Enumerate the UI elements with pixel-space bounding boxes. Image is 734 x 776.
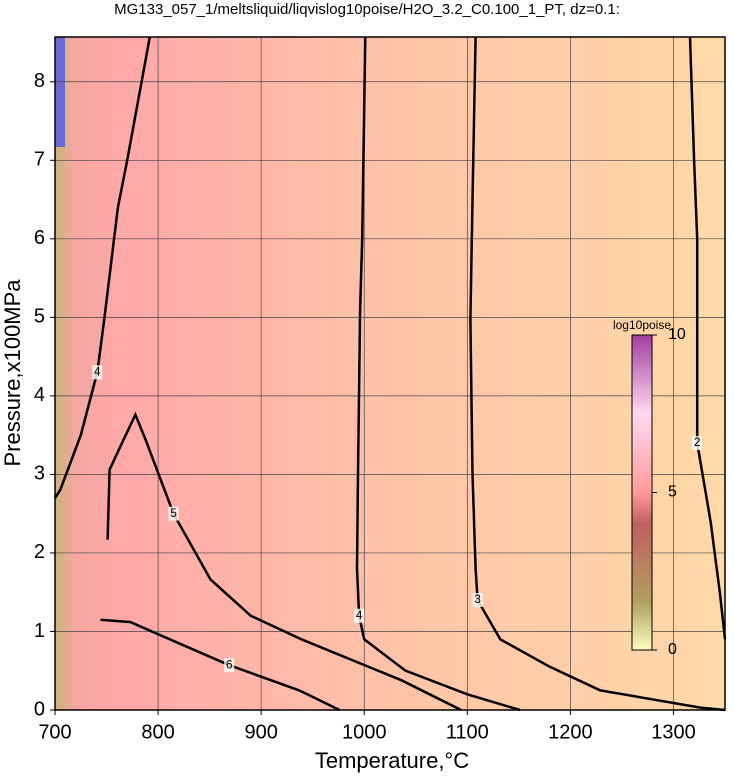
- contour-label-bg: [224, 658, 235, 673]
- y-tick-label: 8: [34, 70, 45, 92]
- contour-label-bg: [692, 435, 703, 450]
- y-tick-label: 1: [34, 620, 45, 642]
- x-tick-label: 1000: [342, 721, 387, 743]
- plot-background: [55, 37, 725, 710]
- y-tick-label: 5: [34, 306, 45, 328]
- y-tick-label: 4: [34, 384, 45, 406]
- contour-label-bg: [168, 506, 179, 521]
- colorbar: [631, 334, 653, 651]
- contour-line: [100, 618, 341, 712]
- contour-label: 3: [474, 592, 481, 606]
- contour-label-bg: [472, 593, 483, 608]
- contour-label-bg: [354, 608, 365, 623]
- y-tick-label: 6: [34, 227, 45, 249]
- contour-label: 4: [356, 608, 363, 622]
- contour-label: 4: [94, 364, 101, 378]
- y-axis-label: Pressure,x100MPa: [0, 279, 25, 467]
- colorbar-tick-label: 0: [668, 641, 677, 658]
- y-tick-label: 0: [34, 698, 45, 720]
- x-tick-label: 700: [38, 721, 71, 743]
- contour-line: [53, 36, 152, 499]
- x-tick-label: 1100: [446, 721, 489, 743]
- colorbar-tick-label: 10: [668, 326, 686, 343]
- x-tick-label: 900: [244, 721, 277, 743]
- contour-label: 2: [694, 435, 701, 449]
- y-tick-label: 7: [34, 149, 45, 171]
- chart-title: MG133_057_1/meltsliquid/liqvislog10poise…: [114, 1, 620, 18]
- contour-label: 5: [170, 506, 177, 520]
- colorbar-tick-label: 5: [668, 484, 677, 501]
- low-region: [55, 37, 65, 147]
- contour-label: 6: [226, 657, 233, 671]
- x-tick-label: 1200: [548, 721, 593, 743]
- y-tick-label: 2: [34, 541, 45, 563]
- plot-frame: [54, 36, 726, 711]
- colorbar-title: log10poise: [613, 318, 671, 332]
- contour-label-bg: [92, 365, 103, 380]
- x-tick-label: 800: [141, 721, 174, 743]
- x-tick-label: 1300: [651, 721, 696, 743]
- y-tick-label: 3: [34, 463, 45, 485]
- x-axis-label: Temperature,°C: [315, 748, 469, 773]
- contour-line: [355, 36, 521, 712]
